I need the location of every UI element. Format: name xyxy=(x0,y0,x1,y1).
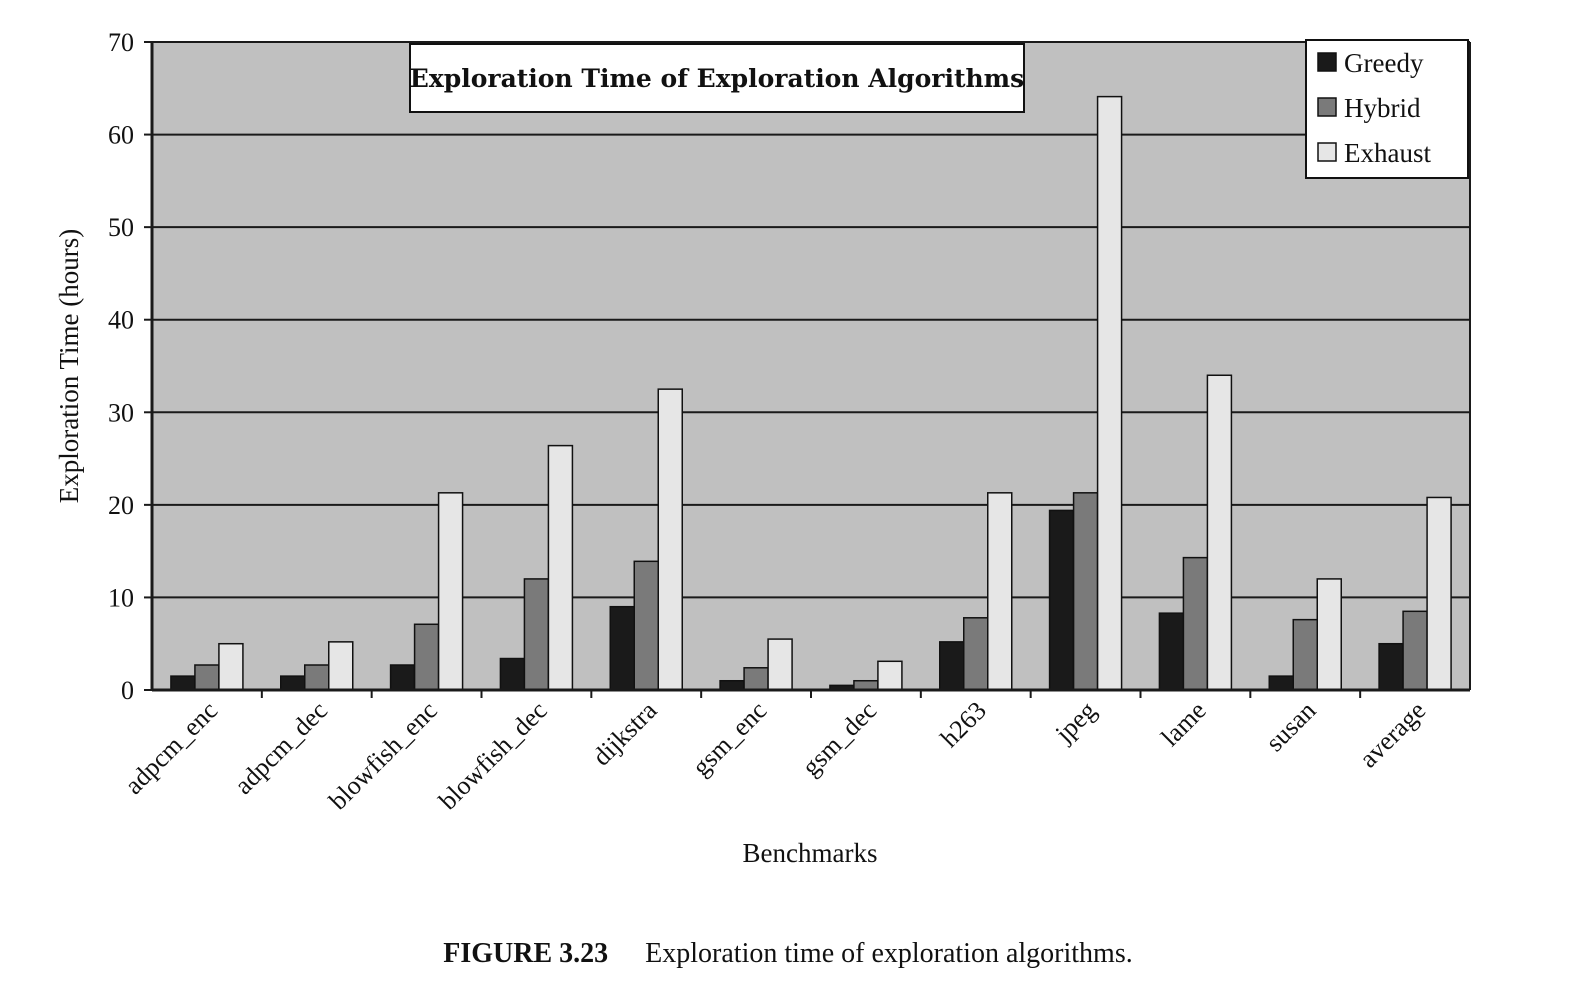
bar-exhaust-adpcm_enc xyxy=(218,642,244,691)
chart-title-box: Exploration Time of Exploration Algorith… xyxy=(409,43,1025,113)
bar-exhaust-blowfish_dec xyxy=(547,444,574,691)
bar-greedy-lame xyxy=(1158,612,1185,691)
bar-hybrid-susan xyxy=(1292,618,1318,691)
y-tick-label: 40 xyxy=(108,306,134,335)
bar-greedy-blowfish_enc xyxy=(389,664,416,691)
bar-exhaust-gsm_dec xyxy=(877,660,903,691)
bar-hybrid-jpeg xyxy=(1072,492,1099,691)
figure-caption-text: Exploration time of exploration algorith… xyxy=(645,938,1133,969)
bar-hybrid-blowfish_dec xyxy=(523,578,550,691)
bar-greedy-susan xyxy=(1268,675,1294,691)
y-tick-label: 0 xyxy=(121,676,134,705)
bar-exhaust-h263 xyxy=(987,492,1013,691)
y-tick-labels: 0 10 20 30 40 50 60 70 xyxy=(108,28,134,705)
bar-exhaust-blowfish_enc xyxy=(437,492,464,691)
legend-label-greedy: Greedy xyxy=(1344,48,1424,78)
legend-label-exhaust: Exhaust xyxy=(1344,138,1431,168)
x-tick-label: adpcm_enc xyxy=(119,696,223,800)
bar-greedy-jpeg xyxy=(1048,509,1075,691)
y-tick-label: 70 xyxy=(108,28,134,57)
legend-swatch-greedy xyxy=(1317,52,1337,72)
bar-hybrid-blowfish_enc xyxy=(413,623,440,691)
axes xyxy=(144,41,1471,698)
x-axis-label: Benchmarks xyxy=(743,838,878,868)
x-tick-label: h263 xyxy=(935,696,992,753)
x-tick-label: blowfish_dec xyxy=(433,696,553,816)
bar-exhaust-susan xyxy=(1316,578,1342,691)
bar-hybrid-average xyxy=(1402,610,1428,691)
chart-title: Exploration Time of Exploration Algorith… xyxy=(410,64,1024,93)
bar-greedy-average xyxy=(1378,642,1404,691)
bar-greedy-dijkstra xyxy=(609,605,635,691)
x-tick-label: dijkstra xyxy=(587,695,663,771)
bar-exhaust-average xyxy=(1426,496,1452,691)
figure-caption: FIGURE 3.23 Exploration time of explorat… xyxy=(0,938,1576,970)
bar-hybrid-gsm_enc xyxy=(743,667,769,691)
y-tick-label: 10 xyxy=(108,583,134,612)
bar-exhaust-adpcm_dec xyxy=(328,641,354,691)
legend-swatch-exhaust xyxy=(1317,142,1337,162)
bar-exhaust-gsm_enc xyxy=(767,638,793,691)
y-axis-label: Exploration Time (hours) xyxy=(54,229,84,504)
x-tick-label: average xyxy=(1354,696,1432,774)
bar-greedy-blowfish_dec xyxy=(499,657,526,691)
bar-exhaust-lame xyxy=(1206,374,1233,691)
figure-number: FIGURE 3.23 xyxy=(443,938,609,969)
bar-hybrid-adpcm_dec xyxy=(304,664,330,691)
x-tick-label: jpeg xyxy=(1049,696,1102,749)
x-tick-label: gsm_enc xyxy=(686,696,772,782)
x-tick-label: blowfish_enc xyxy=(323,696,443,816)
y-tick-label: 30 xyxy=(108,398,134,427)
x-tick-label: lame xyxy=(1155,696,1211,752)
title-frame xyxy=(409,43,1025,113)
bar-hybrid-adpcm_enc xyxy=(194,664,220,691)
bar-exhaust-dijkstra xyxy=(657,388,683,691)
legend: Greedy Hybrid Exhaust xyxy=(1305,39,1469,179)
x-tick-labels: adpcm_enc adpcm_decblowfish_encblowfish_d… xyxy=(119,695,1431,815)
y-tick-label: 20 xyxy=(108,491,134,520)
bars xyxy=(170,95,1452,691)
legend-label-hybrid: Hybrid xyxy=(1344,93,1421,123)
bar-exhaust-jpeg xyxy=(1096,95,1123,691)
legend-swatch-hybrid xyxy=(1317,97,1337,117)
bar-greedy-h263 xyxy=(939,641,965,691)
bar-greedy-adpcm_dec xyxy=(280,675,306,691)
x-tick-label: adpcm_dec xyxy=(229,696,333,800)
bar-hybrid-h263 xyxy=(963,617,989,691)
bar-greedy-adpcm_enc xyxy=(170,675,196,691)
y-tick-label: 60 xyxy=(108,121,134,150)
y-tick-label: 50 xyxy=(108,213,134,242)
bar-hybrid-dijkstra xyxy=(633,560,659,691)
bar-hybrid-lame xyxy=(1182,556,1209,691)
plot-area xyxy=(152,42,1470,690)
x-tick-label: gsm_dec xyxy=(796,696,882,782)
x-tick-label: susan xyxy=(1260,696,1321,757)
